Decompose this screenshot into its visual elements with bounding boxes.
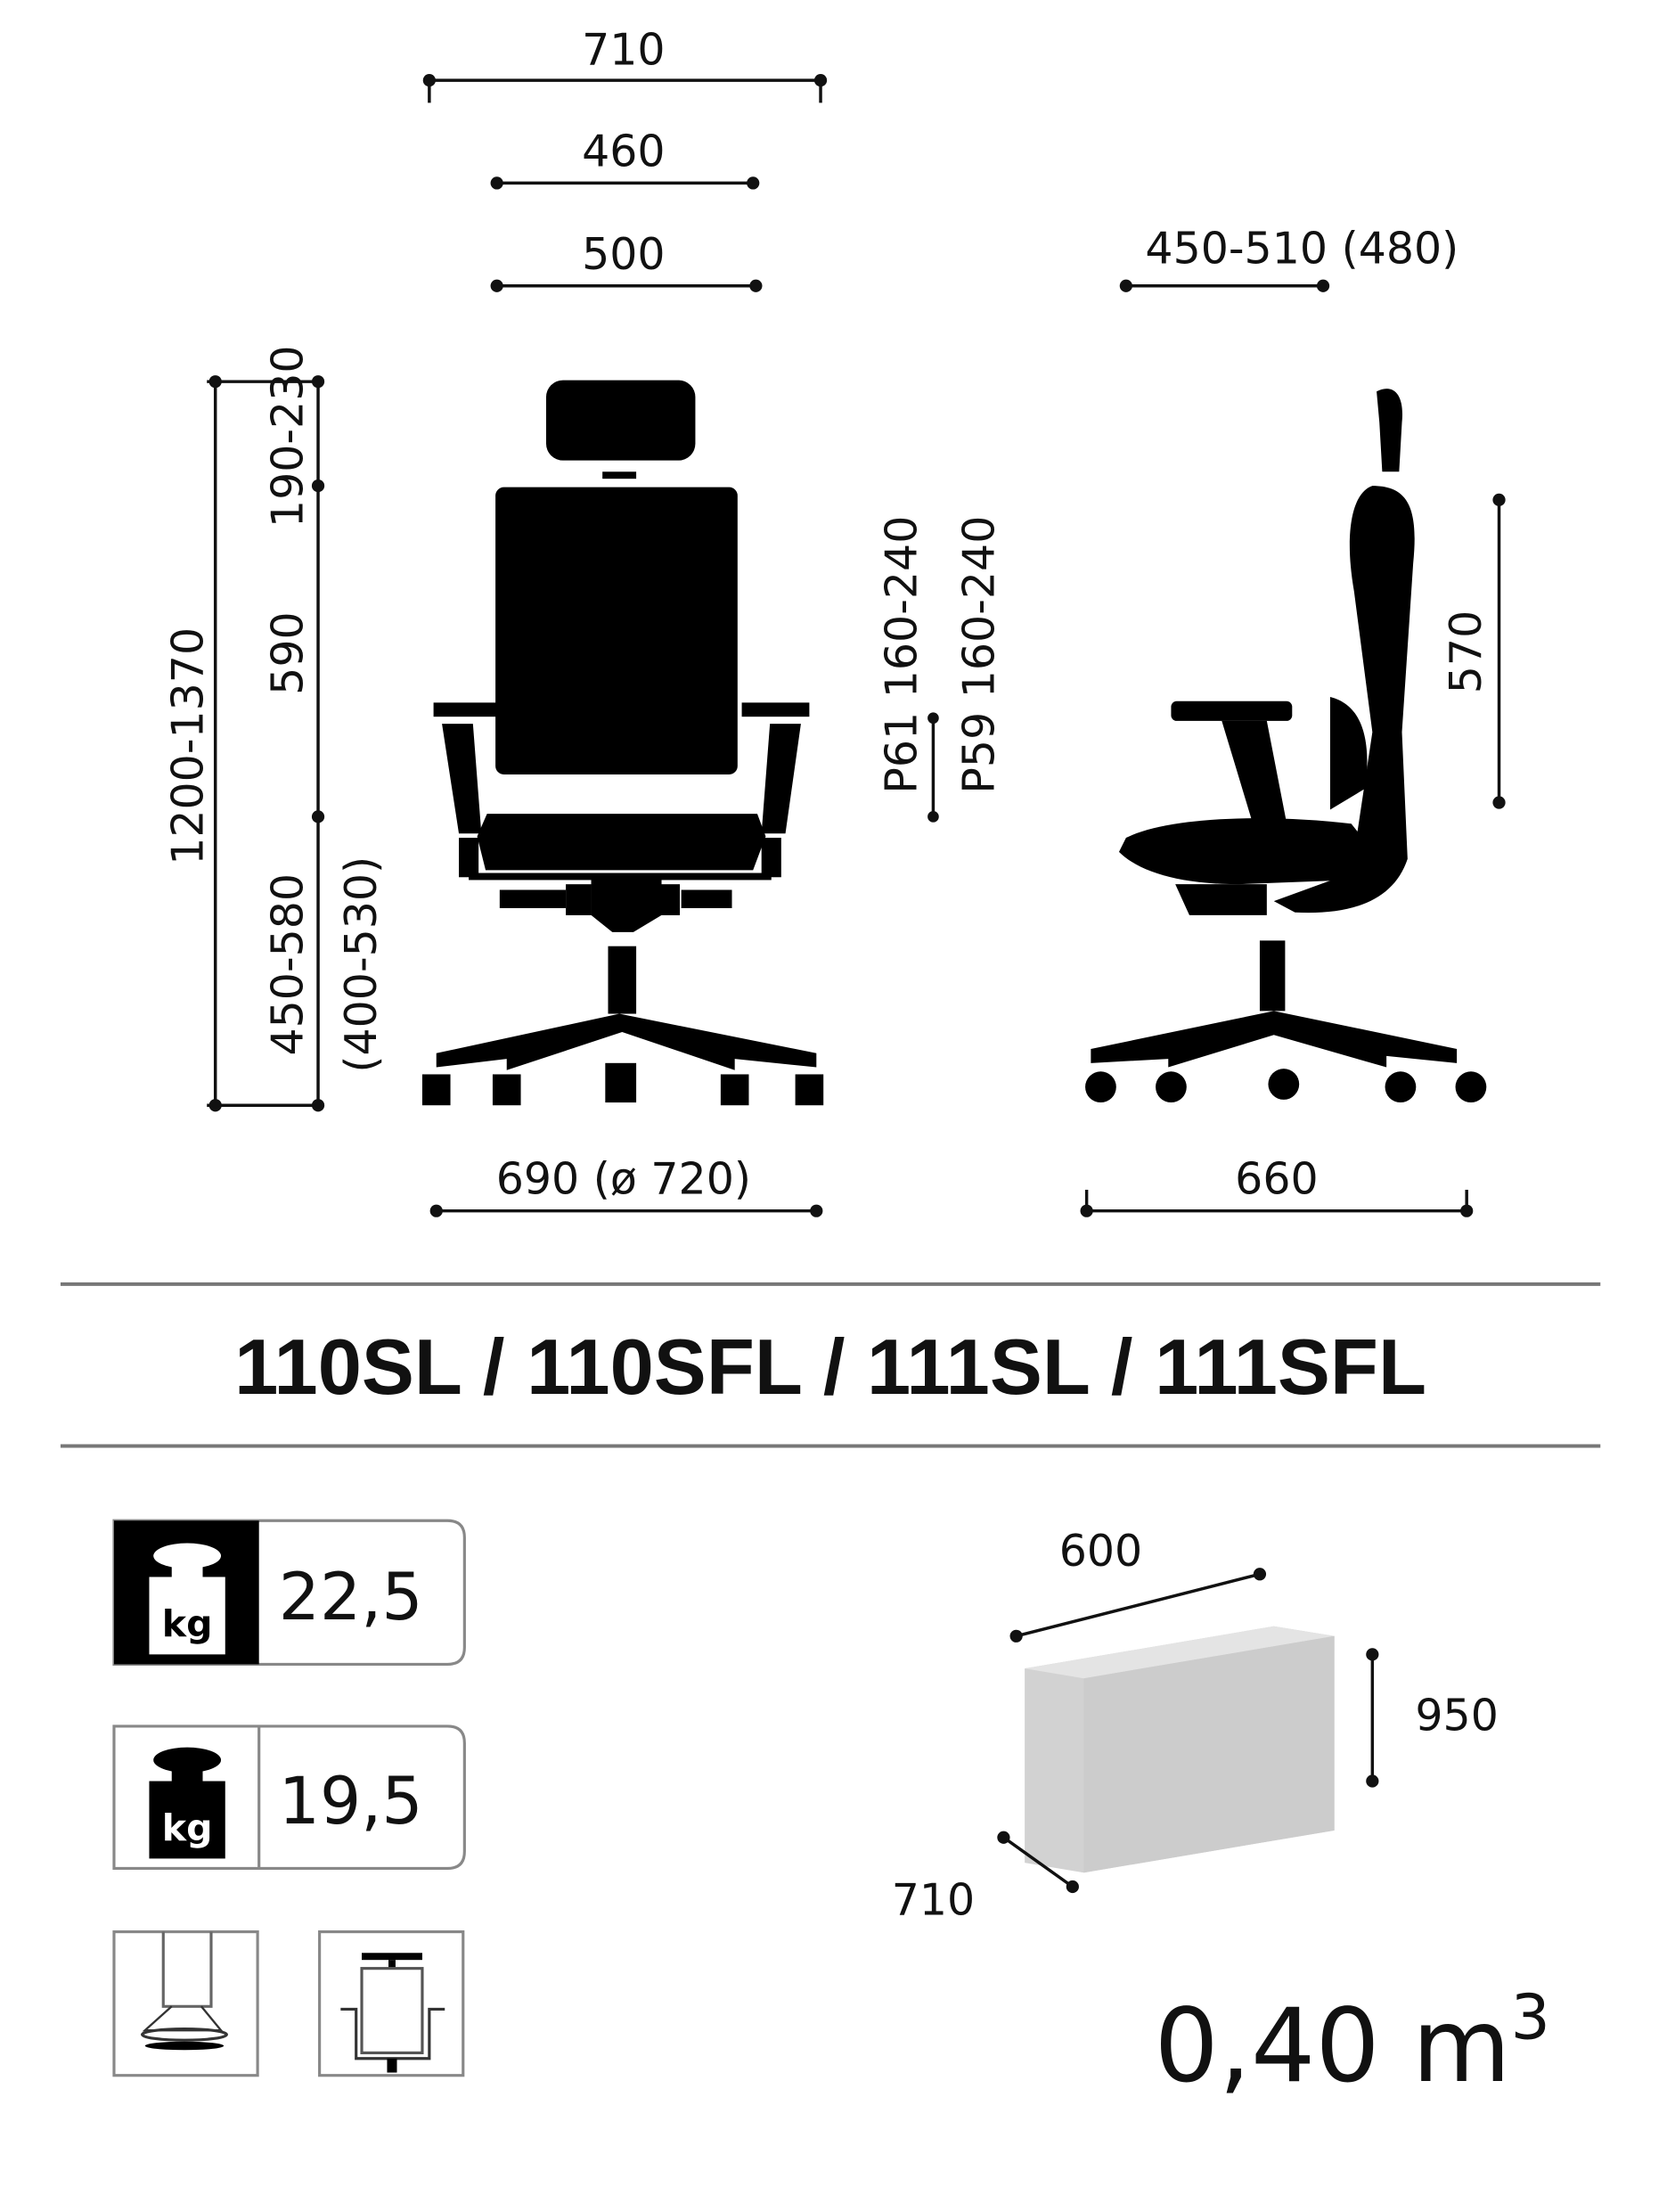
dim-label: 660 xyxy=(1235,1154,1318,1205)
dim-label: 450-580 xyxy=(263,873,314,1056)
dim-label: 450-510 (480) xyxy=(1145,223,1458,274)
gross-weight-kg-icon: kg xyxy=(149,1543,225,1655)
net-weight-value: 19,5 xyxy=(279,1765,423,1839)
dim-total-height: 1200-1370 xyxy=(162,375,319,1112)
chair-side-view-icon xyxy=(1085,389,1487,1103)
net-weight-box: kg 19,5 xyxy=(112,1725,466,1871)
dim-label: 190-230 xyxy=(263,345,314,528)
dim-label: 590 xyxy=(263,611,314,694)
package-width-label: 600 xyxy=(1059,1526,1142,1577)
dim-label: P59 160-240 xyxy=(953,516,1004,794)
glide-foot-icon xyxy=(112,1929,259,2077)
gross-weight-box: kg 22,5 xyxy=(112,1519,466,1666)
dim-label: 460 xyxy=(582,126,665,176)
volume-exponent: 3 xyxy=(1511,1982,1550,2054)
dim-label: 690 (ø 720) xyxy=(496,1154,751,1205)
dim-label: 710 xyxy=(582,25,665,76)
dim-backrest-side: 570 xyxy=(1441,493,1506,809)
package-depth-label: 710 xyxy=(892,1875,975,1926)
net-weight-kg-icon: kg xyxy=(149,1747,225,1859)
dim-label: (400-530) xyxy=(336,856,387,1073)
kg-unit: kg xyxy=(162,1602,213,1645)
kg-unit: kg xyxy=(162,1806,213,1849)
dim-label: 1200-1370 xyxy=(162,627,213,865)
package-box-diagram: 600 950 710 xyxy=(892,1526,1499,1926)
package-volume: 0,40 m3 xyxy=(1154,1982,1549,2105)
dim-base-width: 690 (ø 720) xyxy=(429,1154,823,1217)
chair-front-view-icon xyxy=(421,380,824,1106)
dim-armrest: P61 160-240 P59 160-240 xyxy=(876,516,1004,823)
dim-back-width: 500 xyxy=(490,229,763,292)
gross-weight-value: 22,5 xyxy=(279,1561,423,1635)
package-height-label: 950 xyxy=(1415,1691,1498,1741)
model-title: 110SL / 110SFL / 111SL / 111SFL xyxy=(234,1323,1426,1411)
dim-overall-width: 710 xyxy=(422,25,828,103)
dim-seat-width: 460 xyxy=(490,126,760,190)
dim-label: 570 xyxy=(1441,610,1491,693)
headrest-chair-icon xyxy=(318,1929,465,2077)
dim-label: P61 160-240 xyxy=(876,516,927,794)
dim-seat-depth: 450-510 (480) xyxy=(1119,223,1458,292)
dim-segment-heights: 190-230 590 450-580 (400-530) xyxy=(263,345,387,1112)
volume-value: 0,40 m xyxy=(1154,1987,1510,2105)
dim-base-depth: 660 xyxy=(1080,1154,1474,1217)
dim-label: 500 xyxy=(582,229,665,280)
